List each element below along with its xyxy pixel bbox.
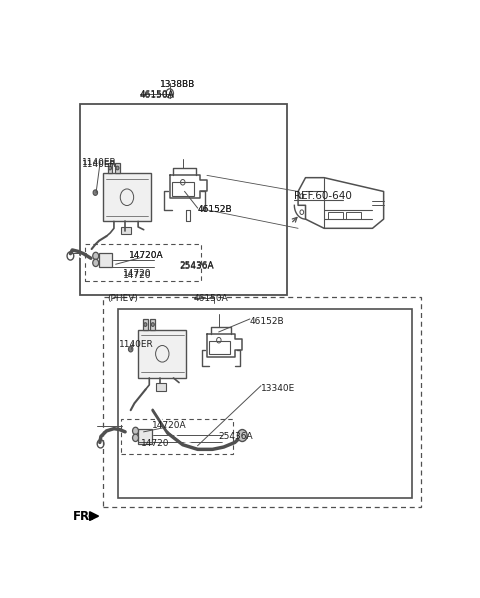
Text: 46150A: 46150A: [140, 91, 175, 100]
Bar: [139, 429, 152, 444]
Bar: [121, 419, 233, 454]
Circle shape: [93, 252, 99, 260]
Text: 46152B: 46152B: [198, 205, 232, 215]
Text: 14720: 14720: [141, 440, 169, 448]
Circle shape: [108, 166, 111, 170]
Bar: [150, 319, 155, 329]
Bar: [138, 329, 186, 378]
Bar: [85, 245, 201, 281]
Text: FR.: FR.: [73, 509, 95, 523]
Text: 1140ER: 1140ER: [82, 160, 116, 169]
Text: 25436A: 25436A: [179, 262, 214, 271]
Bar: [118, 309, 411, 498]
Circle shape: [132, 434, 139, 441]
Bar: [99, 253, 112, 267]
Circle shape: [129, 346, 133, 352]
Text: 13340E: 13340E: [261, 384, 295, 393]
Text: 46152B: 46152B: [250, 317, 284, 326]
Text: 14720: 14720: [122, 271, 151, 280]
Text: 14720A: 14720A: [152, 421, 187, 430]
Bar: [143, 319, 148, 329]
Text: 1338BB: 1338BB: [160, 80, 196, 89]
Bar: [209, 341, 230, 354]
Bar: [103, 173, 151, 221]
Text: 14720A: 14720A: [129, 251, 164, 261]
Text: 1140ER: 1140ER: [119, 340, 154, 349]
Text: 14720A: 14720A: [129, 251, 164, 260]
Bar: [103, 297, 421, 507]
Text: 25436A: 25436A: [218, 432, 253, 441]
Circle shape: [151, 323, 154, 327]
Circle shape: [93, 190, 97, 196]
Text: 46150A: 46150A: [140, 90, 175, 99]
Circle shape: [144, 323, 147, 327]
Text: 46152B: 46152B: [198, 205, 232, 215]
Circle shape: [132, 427, 139, 435]
Text: REF.60-640: REF.60-640: [294, 191, 351, 201]
Text: 25436A: 25436A: [179, 261, 214, 270]
Text: 46150A: 46150A: [194, 294, 228, 303]
Text: 1140ER: 1140ER: [82, 157, 116, 166]
Bar: [81, 104, 287, 295]
Bar: [120, 227, 131, 234]
Bar: [347, 212, 361, 219]
Text: 14720: 14720: [122, 270, 151, 279]
Bar: [156, 383, 167, 391]
Circle shape: [116, 166, 119, 170]
Text: (PHEV): (PHEV): [108, 294, 139, 303]
Bar: [115, 163, 120, 173]
Bar: [328, 212, 343, 219]
Bar: [172, 182, 194, 196]
Circle shape: [93, 259, 99, 267]
Circle shape: [238, 429, 247, 441]
Bar: [108, 163, 112, 173]
Text: 1338BB: 1338BB: [160, 80, 195, 89]
